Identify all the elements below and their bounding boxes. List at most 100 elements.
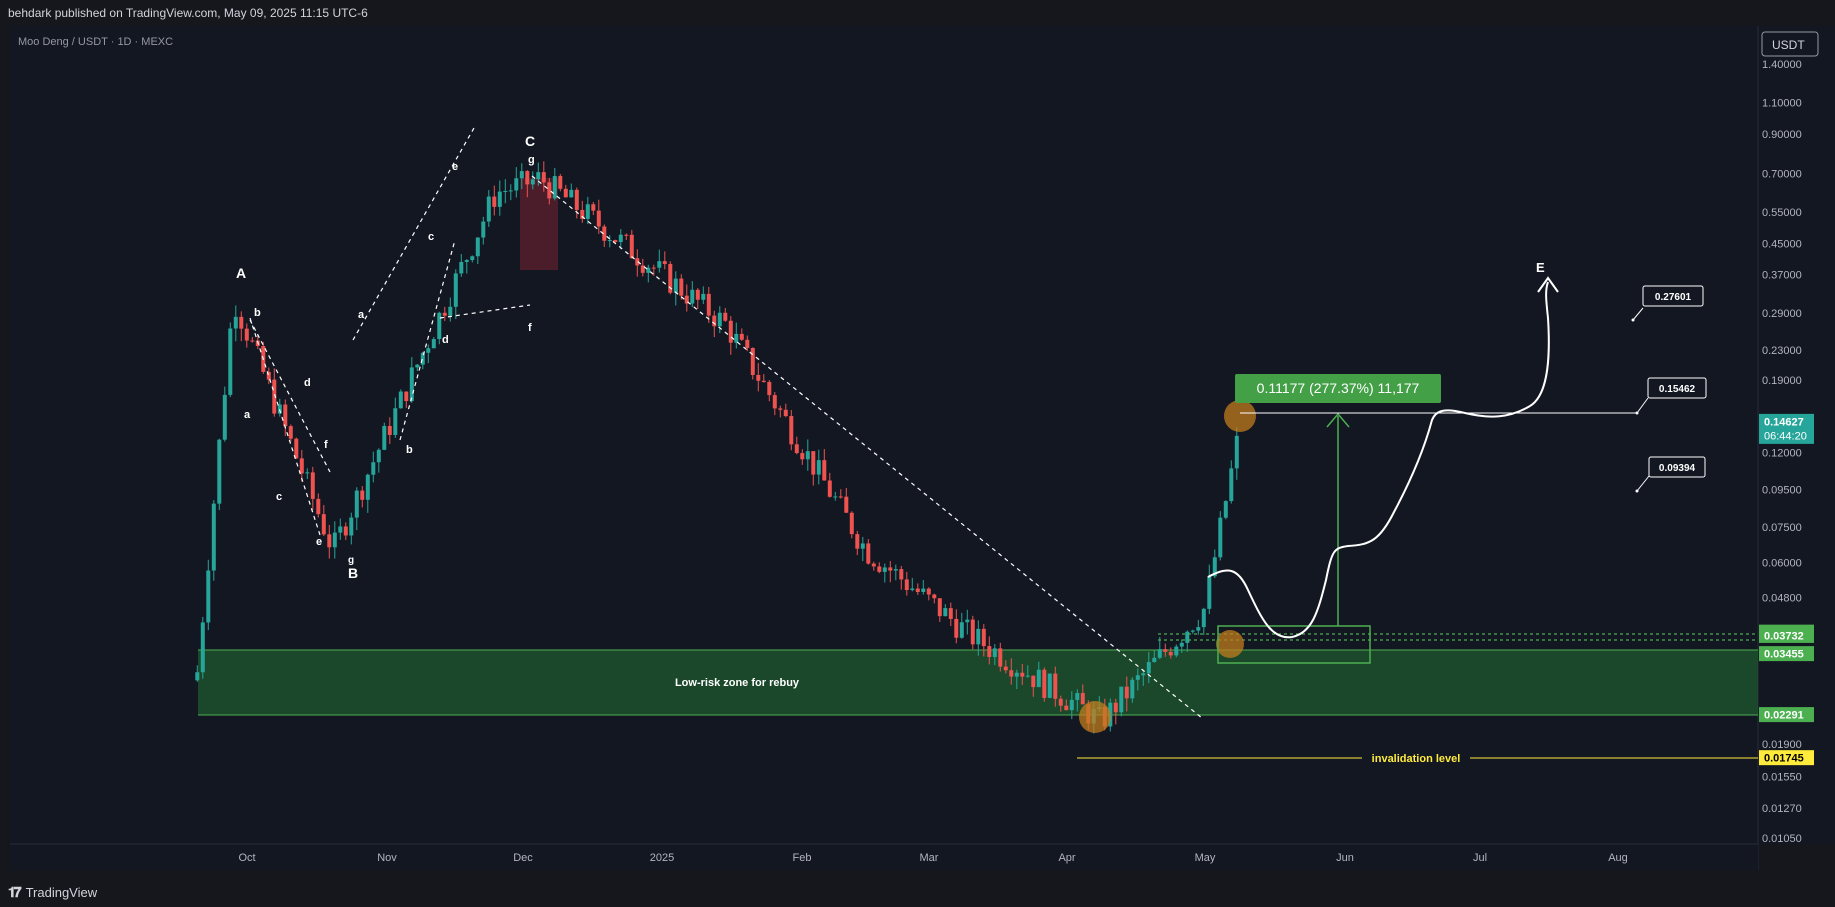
candle-body [1157,649,1162,658]
candle-body [536,172,541,180]
candle-body [789,416,794,445]
zone-label: Low-risk zone for rebuy [675,677,800,689]
candle-body [849,512,854,535]
candle-body [833,496,838,498]
candle-body [541,172,546,183]
entry-box[interactable] [1217,625,1371,664]
candle-body [1174,646,1179,656]
price-label-bg [1759,627,1814,643]
x-tick-label: Mar [920,852,939,864]
y-tick-label: 0.01270 [1762,803,1802,815]
candle-body [794,444,799,454]
candle-body [305,472,310,474]
candle-body [662,261,667,264]
candle-body [1218,517,1223,558]
candle-body [1229,468,1234,502]
y-tick-label: 0.09500 [1762,485,1802,497]
candle-body [739,333,744,340]
wave-label-E: E [1536,260,1545,275]
candle-body [712,315,717,327]
candle-body [332,532,337,548]
candle-body [657,261,662,268]
candle-body [882,567,887,572]
candle-body [431,339,436,349]
candle-body [569,189,574,198]
candle-body [613,240,618,243]
candle-body [723,312,728,321]
measure-arrow-head [1326,412,1350,428]
y-tick-label: 0.12000 [1762,448,1802,460]
wave-label-C: C [525,133,535,149]
candle-body [1124,686,1129,699]
wave-labels: A B C E b a c d f e g a b c d e f g [236,133,1545,581]
candle-body [915,588,920,593]
currency-button[interactable] [1761,31,1819,57]
candle-body [1080,693,1085,705]
candle-body [437,312,442,340]
price-label-countdown: 06:44:20 [1764,430,1807,442]
candle-body [998,648,1003,667]
time-axis[interactable] [10,844,1758,870]
price-label-value: 0.03732 [1764,630,1804,642]
candle-body [288,426,293,439]
candle-body [970,619,975,645]
candle-body [1179,642,1184,647]
candle-body [1047,673,1052,698]
wave-label-a1: a [244,409,251,421]
x-tick-label: Dec [513,852,533,864]
candle-body [503,190,508,192]
price-label-bg [1759,646,1814,662]
candle-body [492,196,497,207]
candle-body [486,196,491,222]
invalidation-label-bg [1362,750,1470,766]
candle-body [453,273,458,307]
candle-body [943,608,948,617]
tradingview-logo[interactable]: 𝟏𝟕 TradingView [8,884,97,901]
candle-body [222,394,227,440]
candle-body [1201,608,1206,628]
x-axis-ticks: Oct Nov Dec 2025 Feb Mar Apr May Jun Jul Aug [238,852,1627,864]
candle-body [926,588,931,595]
candle-body [1190,630,1195,632]
wave-label-e2: e [452,161,458,173]
wedge-bottom [439,304,531,319]
candle-body [1020,672,1025,677]
candle-body [745,339,750,348]
candle-body [1196,627,1201,631]
candle-body [866,543,871,564]
price-labels: 0.1462706:44:200.038590.037320.034550.02… [1759,413,1814,766]
top-marker-circle [1224,400,1256,432]
y-tick-label: 0.23000 [1762,345,1802,357]
y-tick-label: 0.01050 [1762,833,1802,845]
candle-body [992,648,997,657]
candle-body [1223,501,1228,518]
candle-body [470,256,475,261]
candle-body [1042,669,1047,698]
candle-body [409,367,414,402]
candle-body [343,526,348,536]
bottom-marker-circle [1079,701,1111,733]
candle-body [574,189,579,210]
target-callouts: 0.27601 0.15462 0.09394 [1631,285,1707,493]
candle-body [701,293,706,300]
wave-label-c2: c [428,231,434,243]
candle-body [1069,699,1074,711]
candle-body [371,462,376,475]
candle-body [519,171,524,179]
price-label-value: 0.14627 [1764,416,1804,428]
low-risk-zone[interactable] [198,650,1758,715]
candle-body [398,391,403,409]
plot-area[interactable] [10,26,1758,844]
candle-body [321,514,326,535]
candle-body [932,594,937,599]
candle-body [646,267,651,273]
candle-body [1207,576,1212,609]
candle-body [415,364,420,368]
candle-body [404,391,409,402]
candle-body [860,543,865,549]
candle-body [816,460,821,475]
measure-label: 0.11177 (277.37%) 11,177 [1257,380,1420,396]
publish-info: behdark published on TradingView.com, Ma… [0,0,1835,26]
candle-body [1003,666,1008,671]
